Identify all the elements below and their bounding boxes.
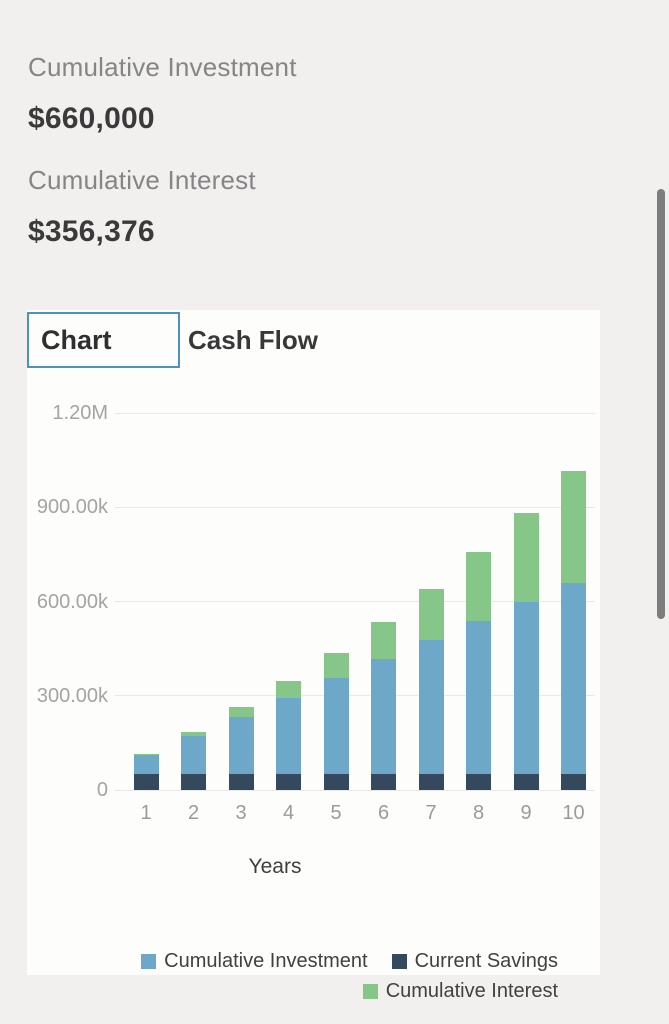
chart-panel: Chart Cash Flow 0 300.00k 600.00k 900.00k 1.… xyxy=(27,310,600,1002)
x-tick-label: 3 xyxy=(235,802,247,824)
x-tick-label: 5 xyxy=(330,802,342,824)
bar-segment-cumulative-interest xyxy=(418,588,444,641)
bar-segment-cumulative-interest xyxy=(371,621,396,660)
bar-segment-current-savings xyxy=(276,774,301,790)
bar-segment-current-savings xyxy=(513,774,539,790)
tab-cash-flow-label: Cash Flow xyxy=(188,324,319,355)
x-tick-label: 8 xyxy=(472,802,485,824)
legend-label: Cumulative Investment xyxy=(164,950,368,972)
grid-line xyxy=(115,601,595,602)
legend-swatch xyxy=(141,954,157,969)
bar-segment-cumulative-investment xyxy=(561,582,586,775)
x-tick-label: 1 xyxy=(140,802,152,824)
chart-legend: Cumulative Investment Current Savings Cumu… xyxy=(106,950,558,1003)
x-tick-label: 4 xyxy=(282,802,295,824)
legend-swatch xyxy=(391,954,407,969)
bar-segment-current-savings xyxy=(561,774,586,790)
bar-segment-cumulative-interest xyxy=(513,512,539,602)
tab-chart-label: Chart xyxy=(41,324,112,355)
tab-chart[interactable]: Chart xyxy=(27,312,180,368)
x-tick-label: 2 xyxy=(187,802,200,824)
bar-segment-cumulative-investment xyxy=(228,716,254,775)
grid-line xyxy=(115,789,595,791)
bar-segment-cumulative-interest xyxy=(276,681,301,698)
grid-line xyxy=(115,412,595,414)
legend-item-current-savings: Current Savings xyxy=(391,950,558,973)
legend-item-cumulative-investment: Cumulative Investment xyxy=(141,950,368,973)
cumulative-investment-value: $660,000 xyxy=(28,102,155,135)
bar-segment-cumulative-interest xyxy=(561,470,586,583)
bar-segment-current-savings xyxy=(133,774,159,790)
bar-segment-cumulative-interest xyxy=(133,753,159,756)
bar-segment-cumulative-interest xyxy=(323,652,349,679)
bar-segment-cumulative-interest xyxy=(181,731,206,736)
x-tick-label: 7 xyxy=(425,802,437,824)
bar-segment-current-savings xyxy=(228,774,254,790)
bar-segment-current-savings xyxy=(181,774,206,790)
y-tick-label: 900.00k xyxy=(36,496,108,519)
x-axis-title: Years xyxy=(248,855,302,878)
bar-segment-cumulative-interest xyxy=(228,707,254,717)
cumulative-interest-label: Cumulative Interest xyxy=(28,165,256,195)
y-tick-label: 0 xyxy=(96,779,108,801)
bar-segment-cumulative-investment xyxy=(181,735,206,775)
x-tick-label: 6 xyxy=(377,802,390,824)
bar-segment-cumulative-investment xyxy=(513,601,539,775)
bar-segment-current-savings xyxy=(418,774,444,790)
bar-segment-cumulative-investment xyxy=(466,620,491,775)
legend-swatch xyxy=(362,984,378,999)
bar-segment-cumulative-investment xyxy=(371,659,396,775)
bar-segment-current-savings xyxy=(466,774,491,790)
legend-item-cumulative-interest: Cumulative Interest xyxy=(362,980,558,1003)
vertical-scrollbar-thumb[interactable] xyxy=(657,189,665,619)
bar-segment-cumulative-investment xyxy=(323,678,349,775)
bar-segment-current-savings xyxy=(323,774,349,790)
bar-segment-current-savings xyxy=(371,774,396,790)
cumulative-investment-label: Cumulative Investment xyxy=(28,52,297,82)
stacked-bar-chart: 0 300.00k 600.00k 900.00k 1.20M 1 2 3 4 5 6 7 8 9 10 xyxy=(27,372,600,912)
legend-label: Cumulative Interest xyxy=(385,980,558,1002)
cumulative-interest-value: $356,376 xyxy=(28,215,155,248)
y-tick-label: 600.00k xyxy=(36,590,108,613)
y-tick-label: 300.00k xyxy=(36,684,108,707)
x-tick-label: 9 xyxy=(520,802,532,824)
x-tick-label: 10 xyxy=(562,802,585,824)
legend-label: Current Savings xyxy=(414,950,558,972)
grid-line xyxy=(115,695,595,697)
bar-segment-cumulative-investment xyxy=(276,697,301,775)
bar-segment-cumulative-interest xyxy=(466,552,491,621)
bar-segment-cumulative-investment xyxy=(133,755,159,775)
y-tick-label: 1.20M xyxy=(52,402,108,424)
bar-segment-cumulative-investment xyxy=(418,640,444,775)
tab-cash-flow[interactable]: Cash Flow xyxy=(188,312,318,368)
grid-line xyxy=(115,506,595,508)
